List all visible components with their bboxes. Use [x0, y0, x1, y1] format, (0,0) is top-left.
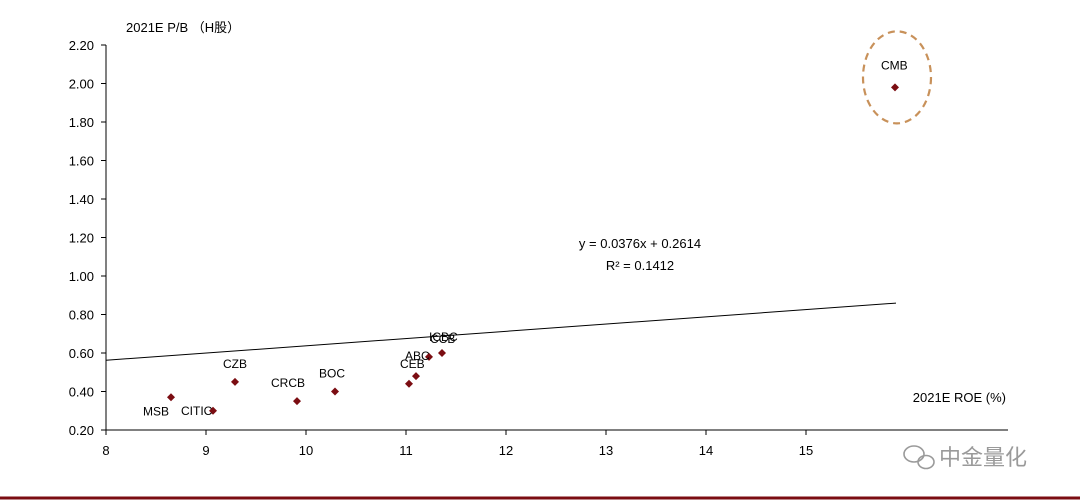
x-tick-label: 15	[799, 443, 813, 458]
x-tick-label: 11	[399, 443, 413, 458]
trend-r2: R² = 0.1412	[606, 258, 674, 273]
y-ticks: 0.20 0.40 0.60 0.80 1.00 1.20 1.40 1.60 1.80 2.00…	[69, 38, 106, 438]
data-point-icbc	[438, 349, 446, 357]
watermark-text: 中金量化	[939, 446, 1027, 471]
data-point-boc	[331, 387, 339, 396]
data-points	[167, 83, 899, 415]
y-tick-label: 0.40	[69, 385, 94, 400]
x-tick-label: 9	[202, 443, 209, 458]
y-tick-label: 1.40	[69, 192, 94, 207]
point-label-ccb: CCB	[430, 332, 455, 346]
data-point-czb	[231, 377, 239, 386]
watermark: 中金量化	[903, 445, 1027, 471]
point-label-crcb: CRCB	[271, 376, 305, 390]
x-axis-title: 2021E ROE (%)	[913, 390, 1006, 405]
y-tick-label: 2.00	[69, 77, 94, 92]
y-tick-label: 0.80	[69, 308, 94, 323]
trendline	[105, 302, 897, 361]
point-label-ceb: CEB	[400, 357, 425, 371]
x-tick-label: 8	[102, 443, 109, 458]
wechat-icon	[903, 445, 935, 470]
point-label-abc: ABC	[405, 349, 430, 363]
point-label-cmb: CMB	[881, 58, 908, 72]
y-tick-label: 0.60	[69, 346, 94, 361]
point-label-msb: MSB	[143, 404, 169, 418]
point-label-icbc: ICBC	[429, 330, 458, 344]
x-tick-label: 12	[499, 443, 513, 458]
data-point-msb	[167, 393, 175, 402]
trend-equation: y = 0.0376x + 0.2614	[579, 236, 701, 251]
x-tick-label: 10	[299, 443, 313, 458]
y-tick-label: 1.80	[69, 115, 94, 130]
point-label-czb: CZB	[223, 357, 247, 371]
data-point-citic	[209, 406, 217, 415]
y-tick-label: 2.20	[69, 38, 94, 53]
cmb-highlight-ellipse	[861, 30, 933, 125]
data-point-crcb	[293, 397, 301, 406]
data-point-cmb	[891, 83, 899, 92]
data-point-ceb	[405, 379, 413, 388]
x-tick-label: 13	[599, 443, 613, 458]
data-point-abc	[412, 372, 420, 381]
point-label-boc: BOC	[319, 367, 345, 381]
point-label-citic: CITIC	[181, 404, 213, 418]
y-tick-label: 1.00	[69, 269, 94, 284]
x-tick-label: 14	[699, 443, 713, 458]
y-tick-label: 1.60	[69, 154, 94, 169]
y-axis-title: 2021E P/B （H股）	[126, 20, 240, 35]
y-tick-label: 0.20	[69, 423, 94, 438]
data-point-ccb	[425, 352, 433, 361]
y-tick-label: 1.20	[69, 231, 94, 246]
x-ticks: 8 9 10 11 12 13 14 15	[102, 430, 813, 458]
